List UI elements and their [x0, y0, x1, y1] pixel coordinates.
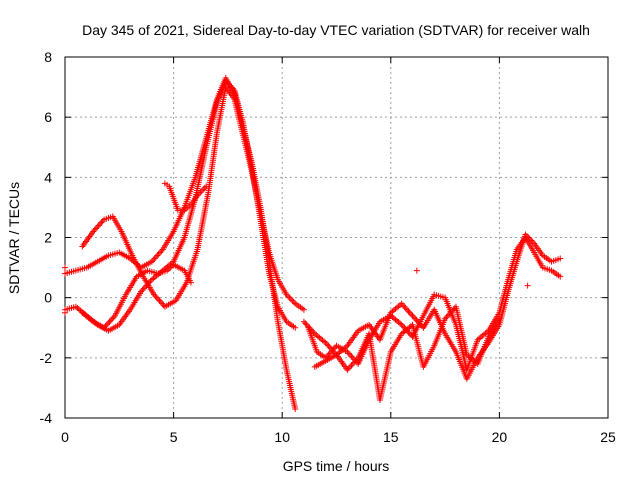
y-tick-label: 4	[44, 169, 52, 185]
mark-track-d	[107, 317, 114, 324]
mark-track-g	[410, 314, 417, 321]
mark-track-g	[328, 345, 335, 352]
mark-track-a	[152, 254, 159, 261]
x-tick-label: 25	[600, 429, 616, 445]
mark-track-c	[289, 297, 296, 304]
x-axis-label: GPS time / hours	[283, 458, 390, 474]
mark-track-c	[92, 225, 99, 232]
mark-track-g	[325, 342, 332, 349]
y-axis-label: SDTVAR / TECUs	[6, 182, 22, 294]
point-track-h	[496, 315, 503, 322]
mark-track-b	[140, 285, 147, 292]
mark-track-g	[412, 315, 419, 322]
mark-track-g	[302, 320, 309, 327]
point-track-c	[300, 306, 307, 313]
mark-track-f	[332, 344, 339, 351]
mark-track-g	[405, 308, 412, 315]
mark-track-g	[406, 309, 413, 316]
y-tick-label: 0	[44, 290, 52, 306]
data-marks	[62, 75, 564, 412]
point-track-f	[557, 273, 564, 280]
mark-track-g	[323, 341, 330, 348]
mark-track-g	[404, 306, 411, 313]
point-track-g	[409, 312, 416, 319]
point-outliers	[413, 267, 420, 274]
axis-ticks: 0 5 10 15 20 25 -4 -2 0 2 4 6 8	[40, 49, 616, 445]
x-tick-label: 5	[170, 429, 178, 445]
y-tick-label: -4	[40, 410, 53, 426]
mark-track-e	[200, 186, 207, 193]
mark-track-g	[402, 305, 409, 312]
point-track-e	[203, 183, 210, 190]
point-track-b	[292, 324, 299, 331]
mark-track-c	[160, 302, 167, 309]
mark-track-c	[98, 219, 105, 226]
x-tick-label: 10	[274, 429, 290, 445]
mark-track-h	[347, 363, 354, 370]
mark-track-g	[304, 323, 311, 330]
point-outliers	[524, 282, 531, 289]
mark-track-h	[348, 362, 355, 369]
point-outliers	[62, 309, 68, 316]
mark-track-a	[157, 249, 164, 256]
mark-track-c	[94, 223, 101, 230]
mark-track-h	[352, 357, 359, 364]
x-tick-label: 20	[492, 429, 508, 445]
y-tick-label: 6	[44, 109, 52, 125]
mark-track-c	[97, 220, 104, 227]
point-track-a	[292, 405, 299, 412]
mark-track-c	[156, 297, 163, 304]
y-tick-label: 8	[44, 49, 52, 65]
x-tick-label: 0	[61, 429, 69, 445]
mark-track-c	[286, 294, 293, 301]
chart-title: Day 345 of 2021, Sidereal Day-to-day VTE…	[82, 22, 590, 38]
mark-track-a	[155, 251, 162, 258]
mark-track-h	[351, 359, 358, 366]
mark-track-g	[326, 344, 333, 351]
mark-track-a	[154, 252, 161, 259]
y-tick-label: -2	[40, 350, 53, 366]
mark-track-g	[400, 302, 407, 309]
mark-track-c	[155, 296, 162, 303]
x-tick-label: 15	[383, 429, 399, 445]
mark-track-c	[95, 222, 102, 229]
point-track-g	[557, 255, 564, 262]
mark-track-f	[349, 354, 356, 361]
mark-track-f	[348, 353, 355, 360]
mark-track-a	[151, 255, 158, 262]
mark-track-h	[349, 360, 356, 367]
point-track-g	[300, 318, 307, 325]
mark-track-d	[106, 318, 113, 325]
mark-track-c	[287, 296, 294, 303]
mark-track-c	[157, 299, 164, 306]
mark-track-d	[109, 315, 116, 322]
point-track-d	[187, 279, 194, 286]
mark-track-c	[290, 299, 297, 306]
point-outliers	[62, 264, 68, 271]
mark-track-c	[153, 294, 160, 301]
mark-track-g	[408, 311, 415, 318]
mark-track-f	[347, 351, 354, 358]
mark-track-d	[105, 320, 112, 327]
y-tick-label: 2	[44, 230, 52, 246]
mark-track-g	[329, 347, 336, 354]
